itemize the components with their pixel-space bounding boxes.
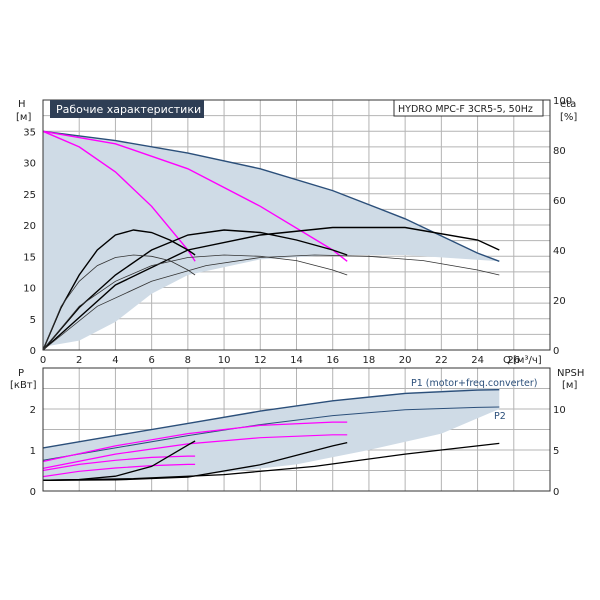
npsh-curve [42,441,348,481]
system-curve [42,254,348,351]
y-right-tick-top: 40 [553,246,566,257]
x-tick-label: 0 [40,355,46,366]
y-left-tick-top: 20 [23,221,36,232]
x-tick-label: 14 [290,355,303,366]
y-left-tick-top: 0 [30,346,36,357]
title-box [50,100,204,118]
y-left-tick-top: 10 [23,284,36,295]
x-tick-label: 20 [399,355,412,366]
y-left-tick-bottom: 0 [30,487,36,498]
power-curve [42,455,196,472]
x-tick-label: 24 [471,355,484,366]
y-left-tick-bottom: 1 [30,446,36,457]
y-right-tick-top: 0 [553,346,559,357]
x-tick-label: 22 [435,355,448,366]
y-right-unit-bottom: [м] [562,380,577,391]
bottom-chart-frame [42,367,551,492]
y-left-unit-top: [м] [16,112,31,123]
x-axis-label: Q [503,355,511,366]
axis-labels: 0 2 4 6 8 10 12 14 16 18 20 22 24 2605101520253035020… [23,96,572,498]
y-left-tick-top: 35 [23,127,36,138]
y-left-label-top: H [18,99,26,110]
system-curve [42,254,196,351]
npsh-curve [42,442,500,481]
y-right-tick-top: 20 [553,296,566,307]
x-tick-label: 10 [218,355,231,366]
head-curve [42,130,196,262]
y-right-tick-bottom: 0 [553,487,559,498]
x-axis-unit: [м³/ч] [513,355,542,366]
bottom-series-group [42,389,500,481]
y-left-tick-top: 30 [23,159,36,170]
system-curve [42,254,500,351]
top-area-edge [42,130,500,262]
y-right-unit-top: [%] [560,112,577,123]
x-tick-label: 12 [254,355,267,366]
bottom-area-fill [43,388,500,481]
y-left-tick-bottom: 2 [30,405,36,416]
x-tick-label: 16 [326,355,339,366]
y-right-tick-top: 60 [553,196,566,207]
p1-curve [42,389,500,449]
x-tick-label: 2 [76,355,82,366]
x-tick-label: 8 [185,355,191,366]
pump-model-label: HYDRO MPC-F 3CR5-5, 50Hz [398,104,533,115]
chart-title: Рабочие характеристики [56,103,201,116]
power-curve [42,463,196,478]
y-left-tick-top: 25 [23,190,36,201]
y-left-unit-bottom: [кВт] [10,380,37,391]
x-tick-label: 26 [507,355,520,366]
y-left-tick-top: 5 [30,315,36,326]
y-right-label-bottom: NPSH [557,368,584,379]
x-tick-label: 4 [112,355,118,366]
y-left-tick-top: 15 [23,252,36,263]
legend-p1: P1 (motor+freq.converter) [411,378,538,389]
y-right-tick-bottom: 5 [553,446,559,457]
y-left-label-bottom: P [18,368,24,379]
x-tick-label: 6 [148,355,154,366]
power-curve [42,434,348,469]
y-right-tick-top: 100 [553,96,572,107]
y-right-tick-top: 80 [553,146,566,157]
bottom-operating-area [43,388,500,481]
head-curve [42,130,348,262]
info-box [393,99,544,117]
power-curve [42,421,348,463]
top-series-group [42,130,500,351]
top-chart-frame [42,99,551,351]
y-right-label-top: eta [560,99,576,110]
efficiency-curve [42,229,348,351]
y-right-tick-bottom: 10 [553,405,566,416]
efficiency-curve [42,229,196,351]
efficiency-curve [42,226,500,351]
top-area-fill [43,131,500,347]
p2-curve [42,406,500,461]
legend-p2: P2 [494,411,506,422]
x-tick-label: 18 [363,355,376,366]
top-operating-area [42,130,500,347]
